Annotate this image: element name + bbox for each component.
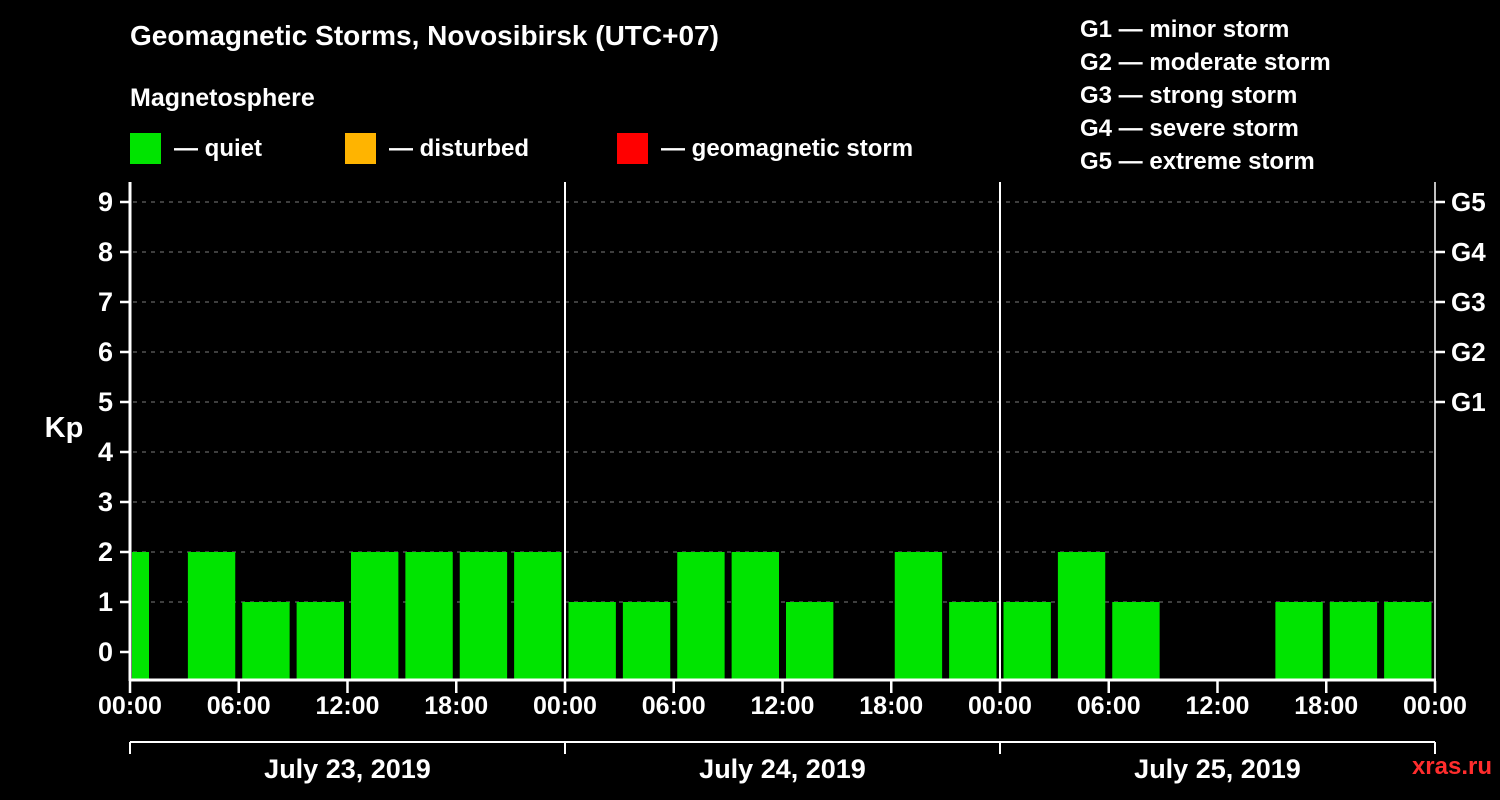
date-label: July 23, 2019 [264, 754, 431, 784]
x-tick-label: 00:00 [968, 692, 1032, 720]
x-tick-label: 00:00 [533, 692, 597, 720]
x-tick-label: 12:00 [1186, 692, 1250, 720]
kp-bar-day2-slot3 [677, 552, 725, 679]
x-tick-label: 12:00 [316, 692, 380, 720]
y-tick-label: 9 [98, 187, 113, 217]
kp-bar-day1-slot1 [132, 552, 149, 679]
kp-bar-day2-slot1 [568, 602, 616, 679]
storm-label: — geomagnetic storm [661, 134, 914, 162]
storm-scale-g4: G4 — severe storm [1080, 115, 1299, 142]
kp-bar-day3-slot6 [1275, 602, 1323, 679]
kp-bar-day1-slot4 [296, 602, 344, 679]
kp-bar-day3-slot2 [1057, 552, 1106, 679]
kp-bar-day2-slot7 [894, 552, 943, 679]
y-tick-label: 0 [98, 637, 113, 667]
kp-bar-day1-slot2 [187, 552, 236, 679]
x-tick-label: 00:00 [98, 692, 162, 720]
kp-bar-day1-slot3 [242, 602, 290, 679]
x-tick-label: 18:00 [424, 692, 488, 720]
legend-item-storm: — geomagnetic storm [617, 133, 913, 164]
g-scale-label: G1 [1451, 387, 1486, 417]
x-tick-label: 18:00 [1294, 692, 1358, 720]
g-scale-label: G4 [1451, 237, 1486, 267]
x-tick-label: 12:00 [751, 692, 815, 720]
date-label: July 24, 2019 [699, 754, 866, 784]
kp-bar-day2-slot5 [786, 602, 834, 679]
kp-bar-day1-slot5 [351, 552, 399, 679]
x-tick-label: 06:00 [1077, 692, 1141, 720]
kp-bar-day1-slot6 [405, 552, 453, 679]
kp-bar-day3-slot7 [1329, 602, 1378, 679]
storm-scale-legend: G1 — minor storm G2 — moderate storm G3 … [1080, 13, 1331, 178]
xras-watermark: xras.ru [1411, 753, 1492, 780]
kp-bar-day3-slot3 [1112, 602, 1160, 679]
storm-scale-g3: G3 — strong storm [1080, 82, 1298, 109]
y-tick-label: 6 [98, 337, 113, 367]
date-label: July 25, 2019 [1134, 754, 1301, 784]
legend-item-quiet: — quiet [130, 133, 262, 164]
storm-color-swatch [617, 133, 648, 164]
kp-bar-day3-slot8 [1384, 602, 1432, 679]
g-scale-label: G5 [1451, 187, 1486, 217]
quiet-color-swatch [130, 133, 161, 164]
x-tick-label: 06:00 [642, 692, 706, 720]
y-tick-label: 5 [98, 387, 113, 417]
y-tick-label: 3 [98, 487, 113, 517]
disturbed-color-swatch [345, 133, 376, 164]
y-tick-label: 8 [98, 237, 113, 267]
x-tick-label: 06:00 [207, 692, 271, 720]
disturbed-label: — disturbed [389, 134, 530, 162]
kp-bar-day3-slot1 [1003, 602, 1051, 679]
page-title: Geomagnetic Storms, Novosibirsk (UTC+07) [130, 20, 719, 51]
kp-bar-day2-slot4 [731, 552, 779, 679]
g-scale-label: G2 [1451, 337, 1486, 367]
y-tick-label: 1 [98, 587, 113, 617]
kp-bar-day1-slot8 [514, 552, 562, 679]
storm-scale-g5: G5 — extreme storm [1080, 148, 1315, 175]
quiet-label: — quiet [174, 134, 262, 162]
storm-scale-g2: G2 — moderate storm [1080, 49, 1331, 76]
x-tick-label: 18:00 [859, 692, 923, 720]
y-axis-title: Kp [45, 412, 84, 444]
g-scale-label: G3 [1451, 287, 1486, 317]
storm-scale-g1: G1 — minor storm [1080, 16, 1290, 43]
magnetosphere-label: Magnetosphere [130, 84, 315, 112]
y-tick-label: 4 [98, 437, 113, 467]
y-tick-label: 7 [98, 287, 113, 317]
legend-item-disturbed: — disturbed [345, 133, 529, 164]
kp-bar-day2-slot8 [949, 602, 997, 679]
kp-bar-day2-slot2 [622, 602, 671, 679]
x-tick-label: 00:00 [1403, 692, 1467, 720]
kp-bar-day1-slot7 [459, 552, 508, 679]
y-tick-label: 2 [98, 537, 113, 567]
